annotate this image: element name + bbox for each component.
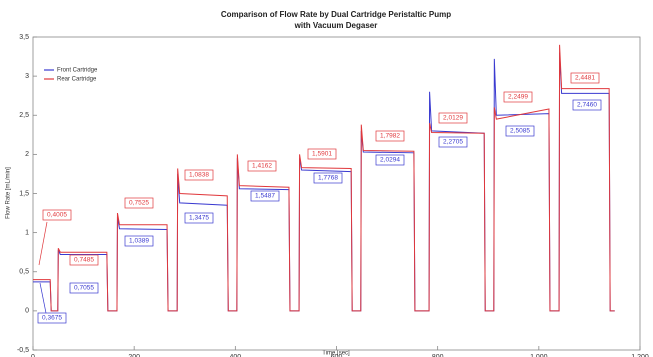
annotation-box <box>307 148 337 160</box>
x-tick-label: 600 <box>331 354 343 357</box>
annotation: 0,7485 <box>74 257 94 264</box>
annotation-box <box>124 235 154 247</box>
annotation: 2,7460 <box>577 102 597 109</box>
y-tick-label: 3,5 <box>19 34 29 41</box>
y-tick-label: 0 <box>25 308 29 315</box>
annotation-box <box>505 125 535 137</box>
y-tick-label: 0,5 <box>19 269 29 276</box>
annotation: 1,0389 <box>129 238 149 245</box>
x-tick-label: 400 <box>229 354 241 357</box>
x-tick-label: 1,200 <box>631 354 649 357</box>
y-tick-label: 2 <box>25 151 29 158</box>
y-tick-label: 3 <box>25 73 29 80</box>
annotation-box <box>247 160 277 172</box>
y-tick-label: 2,5 <box>19 112 29 119</box>
annotation-box <box>313 172 343 184</box>
x-tick-label: 1,000 <box>530 354 548 357</box>
annotation-box <box>42 209 72 221</box>
annotation-box <box>69 282 99 294</box>
legend-label: Front Cartridge <box>57 68 98 74</box>
annotation: 0,7055 <box>74 285 94 292</box>
annotation-box <box>69 254 99 266</box>
annotation: 0,4005 <box>47 212 67 219</box>
annotation: 2,0294 <box>380 157 400 164</box>
y-tick-label: 1,5 <box>19 190 29 197</box>
x-axis-label: Time [sec] <box>322 351 350 357</box>
annotation: 2,5085 <box>510 128 530 135</box>
y-tick-label: 1 <box>25 229 29 236</box>
annotation-box <box>375 154 405 166</box>
annotation-box <box>124 197 154 209</box>
x-tick-label: 200 <box>128 354 140 357</box>
annotation-arrow <box>38 221 48 266</box>
legend-label: Rear Cartridge <box>57 77 97 83</box>
series-line <box>33 44 615 312</box>
annotation: 1,5901 <box>312 151 332 158</box>
annotation: 0,3675 <box>42 315 62 322</box>
annotation-box <box>503 91 533 103</box>
annotation-box <box>438 136 468 148</box>
annotation: 2,0129 <box>443 115 463 122</box>
annotation: 1,0838 <box>189 172 209 179</box>
y-tick-label: -0,5 <box>17 347 29 354</box>
annotation: 0,7525 <box>129 200 149 207</box>
annotation-box <box>375 130 405 142</box>
chart-title: Comparison of Flow Rate by Dual Cartridg… <box>221 10 451 19</box>
annotation-box <box>438 112 468 124</box>
annotation-box <box>184 212 214 224</box>
annotation: 1,7768 <box>318 175 338 182</box>
annotation-arrow <box>39 282 47 314</box>
annotation: 2,2705 <box>443 139 463 146</box>
annotation-box <box>250 190 280 202</box>
annotation-box <box>572 99 602 111</box>
annotation: 2,4481 <box>575 75 595 82</box>
annotation: 1,4162 <box>252 163 272 170</box>
annotation: 2,2499 <box>508 94 528 101</box>
annotation-box <box>570 72 600 84</box>
x-tick-label: 800 <box>432 354 444 357</box>
y-axis-label: Flow Rate [mL/min] <box>6 167 12 219</box>
annotation: 1,7982 <box>380 133 400 140</box>
x-tick-label: 0 <box>31 354 35 357</box>
annotation-box <box>37 312 67 324</box>
chart-subtitle: with Vacuum Degaser <box>294 21 378 30</box>
annotation-box <box>184 169 214 181</box>
annotation: 1,5487 <box>255 193 275 200</box>
annotation: 1,3475 <box>189 215 209 222</box>
